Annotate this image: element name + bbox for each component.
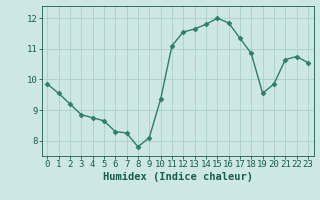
X-axis label: Humidex (Indice chaleur): Humidex (Indice chaleur) <box>103 172 252 182</box>
